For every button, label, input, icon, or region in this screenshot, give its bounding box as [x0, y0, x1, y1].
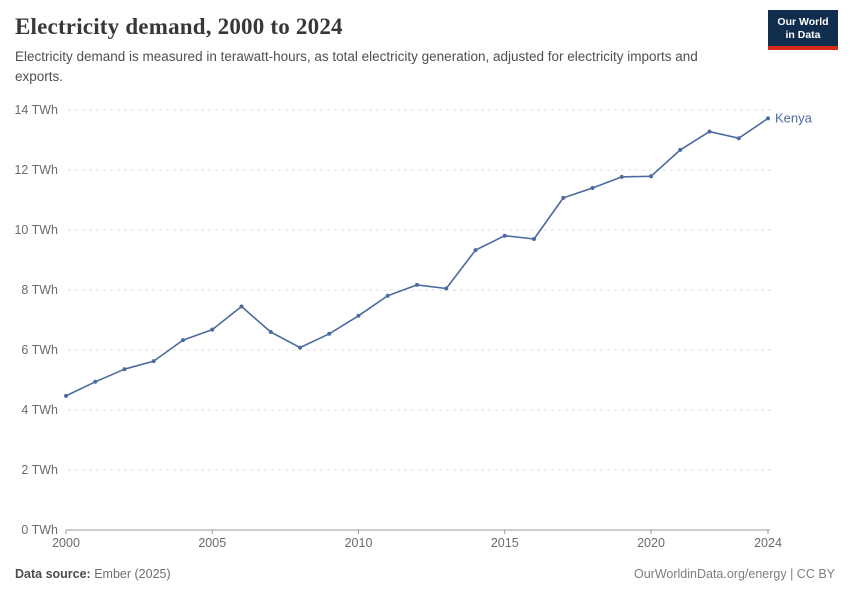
data-point-marker [473, 248, 478, 253]
data-point-marker [766, 116, 770, 121]
data-point-marker [532, 237, 536, 241]
x-axis-tick-label: 2024 [754, 536, 782, 550]
data-point-marker [619, 174, 624, 179]
data-source-value: Ember (2025) [90, 567, 171, 581]
license-link[interactable]: OurWorldinData.org/energy | CC BY [633, 567, 835, 581]
owid-logo[interactable]: Our World in Data [768, 10, 838, 51]
data-point-marker [327, 331, 332, 336]
data-point-marker [649, 174, 653, 179]
chart-footer: Data source: Ember (2025) OurWorldinData… [15, 567, 835, 585]
data-point-marker [590, 186, 595, 190]
data-point-marker [356, 313, 361, 318]
data-point-marker [707, 129, 712, 134]
owid-logo-line1: Our World [777, 16, 829, 28]
owid-logo-line2: in Data [785, 28, 821, 41]
data-point-marker [298, 345, 302, 350]
x-axis-tick-label: 2015 [491, 536, 519, 550]
x-axis-tick-label: 2020 [637, 536, 665, 550]
chart-header: Electricity demand, 2000 to 2024 Electri… [0, 0, 850, 88]
y-axis-tick-label: 14 TWh [14, 103, 58, 117]
y-axis-tick-label: 8 TWh [21, 283, 58, 297]
y-axis-tick-label: 6 TWh [21, 343, 58, 357]
data-point-marker [385, 293, 390, 298]
data-source: Data source: Ember (2025) [15, 567, 171, 581]
y-axis-tick-label: 4 TWh [21, 403, 58, 417]
data-point-marker [268, 330, 273, 334]
data-point-marker [181, 338, 185, 343]
x-axis-tick-label: 2000 [52, 536, 80, 550]
data-point-marker [561, 195, 566, 200]
y-axis-tick-label: 12 TWh [14, 163, 58, 177]
x-axis-tick-label: 2010 [345, 536, 373, 550]
series-line [65, 117, 769, 397]
series-label: Kenya [775, 110, 813, 125]
data-point-marker [122, 367, 127, 372]
data-point-marker [444, 286, 449, 291]
data-point-marker [239, 304, 244, 309]
line-chart: 0 TWh 2 TWh 4 TWh 6 TWh 8 TWh 10 TWh 12 TWh 14 … [14, 103, 813, 550]
data-point-marker [502, 233, 507, 238]
data-source-label: Data source: [15, 567, 91, 581]
data-point-marker [415, 282, 419, 287]
y-axis-tick-label: 0 TWh [21, 523, 58, 537]
data-point-marker [93, 379, 98, 384]
chart-subtitle: Electricity demand is measured in terawa… [15, 49, 698, 85]
data-point-marker [64, 393, 68, 398]
data-point-marker [678, 147, 683, 152]
data-point-marker [151, 359, 156, 364]
chart-title: Electricity demand, 2000 to 2024 [15, 14, 343, 39]
data-point-marker [210, 327, 215, 332]
y-axis-tick-label: 10 TWh [14, 223, 58, 237]
y-axis-tick-label: 2 TWh [21, 463, 58, 477]
x-axis-tick-label: 2005 [198, 536, 226, 550]
data-point-marker [736, 136, 741, 141]
